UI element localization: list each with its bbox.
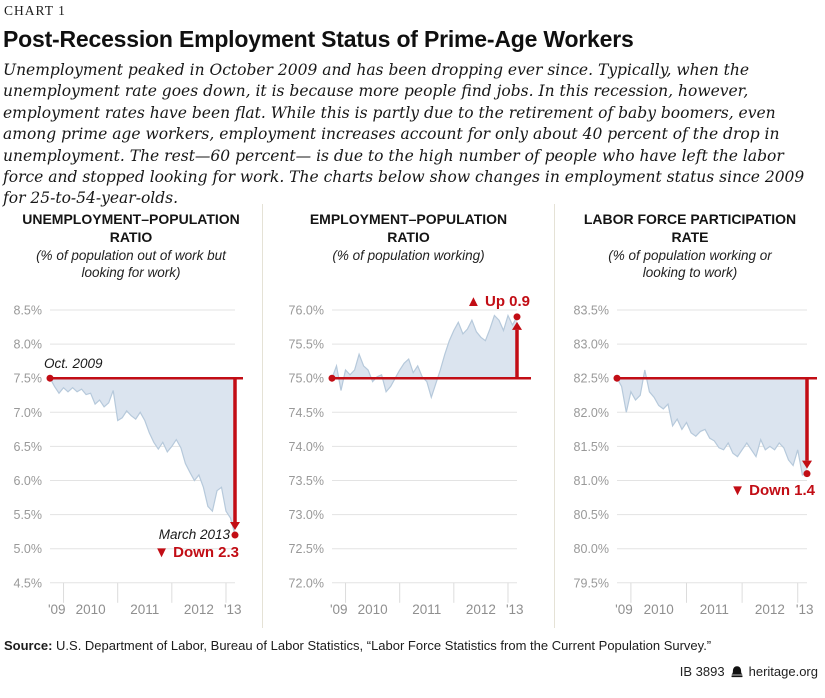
svg-text:72.0%: 72.0% bbox=[289, 576, 324, 590]
end-date-annotation: March 2013 bbox=[158, 527, 230, 542]
svg-text:'13: '13 bbox=[796, 602, 814, 617]
svg-text:83.0%: 83.0% bbox=[574, 338, 609, 352]
source-text: U.S. Department of Labor, Bureau of Labo… bbox=[52, 638, 712, 653]
svg-text:2010: 2010 bbox=[76, 602, 106, 617]
panel-title: EMPLOYMENT–POPULATION RATIO bbox=[309, 211, 508, 246]
svg-text:73.0%: 73.0% bbox=[289, 508, 324, 522]
unemployment-population-chart: 8.5% 8.0% 7.5% 7.0% 6.5% 6.0% 5.5% 5.0% 4.5% '09 2… bbox=[14, 304, 243, 617]
svg-text:73.5%: 73.5% bbox=[289, 474, 324, 488]
panel-labor-force-participation: LABOR FORCE PARTICIPATION RATE (% of pop… bbox=[555, 200, 825, 630]
svg-text:79.5%: 79.5% bbox=[574, 576, 609, 590]
site-name: heritage.org bbox=[748, 664, 818, 679]
svg-text:80.0%: 80.0% bbox=[574, 542, 609, 556]
svg-text:2012: 2012 bbox=[184, 602, 214, 617]
panel-subtitle: (% of population out of work but looking… bbox=[36, 248, 226, 281]
panel-unemployment-population-ratio: UNEMPLOYMENT–POPULATION RATIO (% of popu… bbox=[0, 200, 262, 630]
svg-text:2012: 2012 bbox=[755, 602, 785, 617]
source-label: Source: bbox=[4, 638, 53, 653]
svg-text:6.5%: 6.5% bbox=[14, 440, 43, 454]
svg-text:7.5%: 7.5% bbox=[14, 372, 43, 386]
panel-divider bbox=[554, 204, 555, 628]
svg-text:74.0%: 74.0% bbox=[289, 440, 324, 454]
panel-employment-population-ratio: EMPLOYMENT–POPULATION RATIO (% of popula… bbox=[263, 200, 554, 630]
svg-text:2010: 2010 bbox=[358, 602, 388, 617]
svg-text:81.5%: 81.5% bbox=[574, 440, 609, 454]
start-date-annotation: Oct. 2009 bbox=[44, 356, 103, 371]
intro-paragraph: Unemployment peaked in October 2009 and … bbox=[3, 61, 805, 208]
svg-text:'09: '09 bbox=[48, 602, 66, 617]
source-line: Source: U.S. Department of Labor, Bureau… bbox=[4, 638, 711, 653]
svg-text:'13: '13 bbox=[224, 602, 242, 617]
panel-title: UNEMPLOYMENT–POPULATION RATIO bbox=[22, 211, 240, 246]
svg-text:81.0%: 81.0% bbox=[574, 474, 609, 488]
svg-text:5.5%: 5.5% bbox=[14, 508, 43, 522]
panel-subtitle: (% of population working or looking to w… bbox=[608, 248, 772, 281]
svg-text:82.0%: 82.0% bbox=[574, 406, 609, 420]
change-annotation: ▼ Down 2.3 bbox=[154, 544, 239, 561]
svg-text:75.5%: 75.5% bbox=[289, 338, 324, 352]
svg-text:'13: '13 bbox=[506, 602, 524, 617]
svg-text:83.5%: 83.5% bbox=[574, 304, 609, 318]
svg-text:'09: '09 bbox=[615, 602, 633, 617]
svg-text:6.0%: 6.0% bbox=[14, 474, 43, 488]
change-annotation: ▼ Down 1.4 bbox=[730, 482, 815, 499]
svg-text:'09: '09 bbox=[330, 602, 348, 617]
employment-population-chart: 76.0% 75.5% 75.0% 74.5% 74.0% 73.5% 73.0% 72.5%… bbox=[289, 304, 531, 617]
svg-text:2011: 2011 bbox=[700, 602, 729, 617]
svg-text:2011: 2011 bbox=[130, 602, 159, 617]
svg-text:75.0%: 75.0% bbox=[289, 372, 324, 386]
svg-text:8.0%: 8.0% bbox=[14, 338, 43, 352]
panel-title: LABOR FORCE PARTICIPATION RATE bbox=[583, 211, 797, 246]
chart-number-label: CHART 1 bbox=[4, 3, 66, 18]
chart-panels: UNEMPLOYMENT–POPULATION RATIO (% of popu… bbox=[0, 200, 825, 630]
svg-text:74.5%: 74.5% bbox=[289, 406, 324, 420]
svg-text:82.5%: 82.5% bbox=[574, 372, 609, 386]
svg-text:5.0%: 5.0% bbox=[14, 542, 43, 556]
svg-text:80.5%: 80.5% bbox=[574, 508, 609, 522]
panel-divider bbox=[262, 204, 263, 628]
svg-text:2011: 2011 bbox=[412, 602, 441, 617]
page-title: Post-Recession Employment Status of Prim… bbox=[3, 26, 634, 52]
footer-brand: IB 3893 heritage.org bbox=[680, 664, 818, 679]
svg-text:76.0%: 76.0% bbox=[289, 304, 324, 318]
svg-text:72.5%: 72.5% bbox=[289, 542, 324, 556]
labor-force-participation-chart: 83.5% 83.0% 82.5% 82.0% 81.5% 81.0% 80.5% 80.0%… bbox=[574, 304, 817, 617]
svg-text:7.0%: 7.0% bbox=[14, 406, 43, 420]
svg-text:2012: 2012 bbox=[466, 602, 496, 617]
svg-text:4.5%: 4.5% bbox=[14, 576, 43, 590]
issue-brief-number: IB 3893 bbox=[679, 664, 725, 679]
heritage-bell-icon bbox=[731, 665, 743, 677]
change-annotation: ▲ Up 0.9 bbox=[465, 293, 530, 310]
panel-subtitle: (% of population working) bbox=[332, 248, 485, 264]
svg-text:8.5%: 8.5% bbox=[14, 304, 43, 318]
svg-text:2010: 2010 bbox=[644, 602, 674, 617]
